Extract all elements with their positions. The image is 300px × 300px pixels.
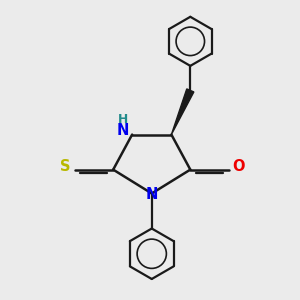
Text: H: H [118, 113, 128, 126]
Text: O: O [232, 159, 245, 174]
Text: N: N [117, 123, 129, 138]
Text: N: N [146, 188, 158, 202]
Text: S: S [60, 159, 70, 174]
Polygon shape [171, 89, 194, 135]
